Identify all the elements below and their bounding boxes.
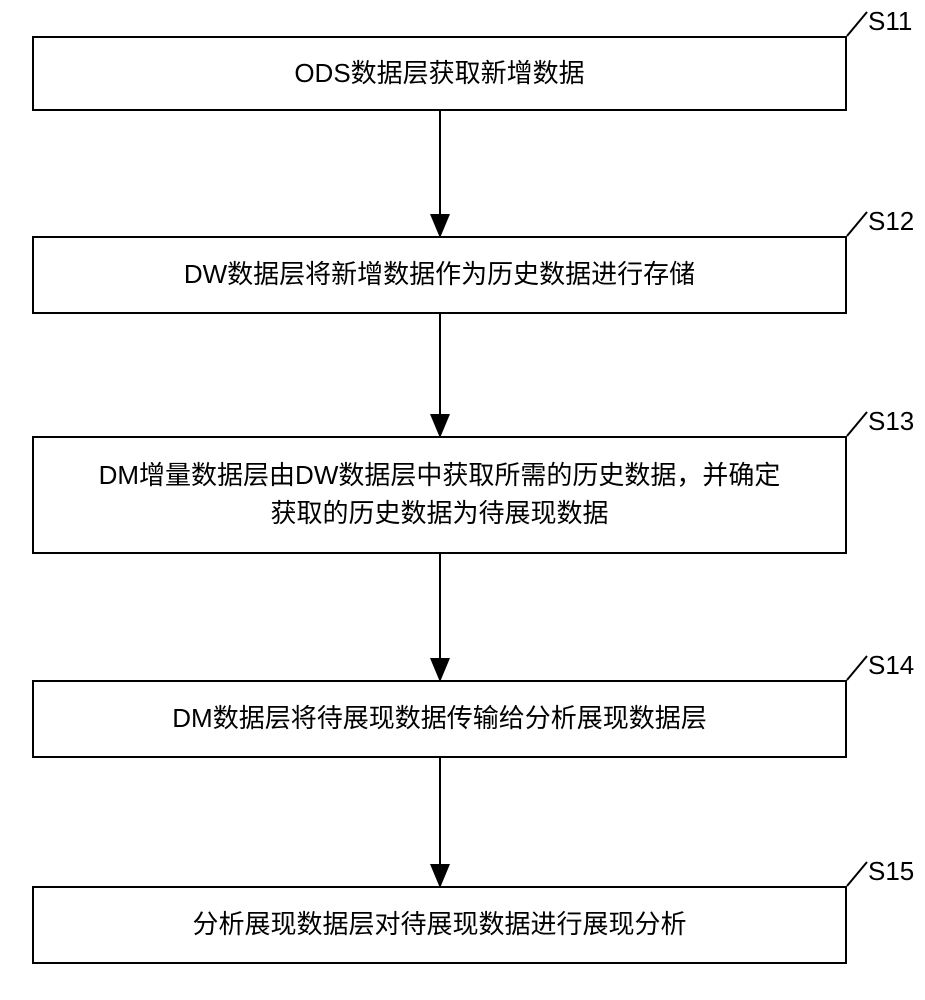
step-label-s11: S11 — [868, 6, 912, 37]
step-label-s12: S12 — [868, 206, 914, 237]
label-line-s11 — [847, 12, 867, 36]
step-text-s14: DM数据层将待展现数据传输给分析展现数据层 — [172, 700, 706, 738]
step-text-s12: DW数据层将新增数据作为历史数据进行存储 — [184, 256, 695, 294]
label-line-s15 — [847, 862, 867, 886]
flowchart-canvas: ODS数据层获取新增数据 S11 DW数据层将新增数据作为历史数据进行存储 S1… — [0, 0, 925, 1000]
step-box-s14: DM数据层将待展现数据传输给分析展现数据层 — [32, 680, 847, 758]
step-text-s13: DM增量数据层由DW数据层中获取所需的历史数据，并确定获取的历史数据为待展现数据 — [99, 457, 781, 532]
label-line-s12 — [847, 212, 867, 236]
step-box-s15: 分析展现数据层对待展现数据进行展现分析 — [32, 886, 847, 964]
label-line-s14 — [847, 656, 867, 680]
label-line-s13 — [847, 412, 867, 436]
step-text-s15: 分析展现数据层对待展现数据进行展现分析 — [192, 906, 686, 944]
step-label-s15: S15 — [868, 856, 914, 887]
step-box-s12: DW数据层将新增数据作为历史数据进行存储 — [32, 236, 847, 314]
step-box-s13: DM增量数据层由DW数据层中获取所需的历史数据，并确定获取的历史数据为待展现数据 — [32, 436, 847, 554]
step-label-s13: S13 — [868, 406, 914, 437]
step-box-s11: ODS数据层获取新增数据 — [32, 36, 847, 111]
step-text-s11: ODS数据层获取新增数据 — [294, 55, 584, 93]
step-label-s14: S14 — [868, 650, 914, 681]
